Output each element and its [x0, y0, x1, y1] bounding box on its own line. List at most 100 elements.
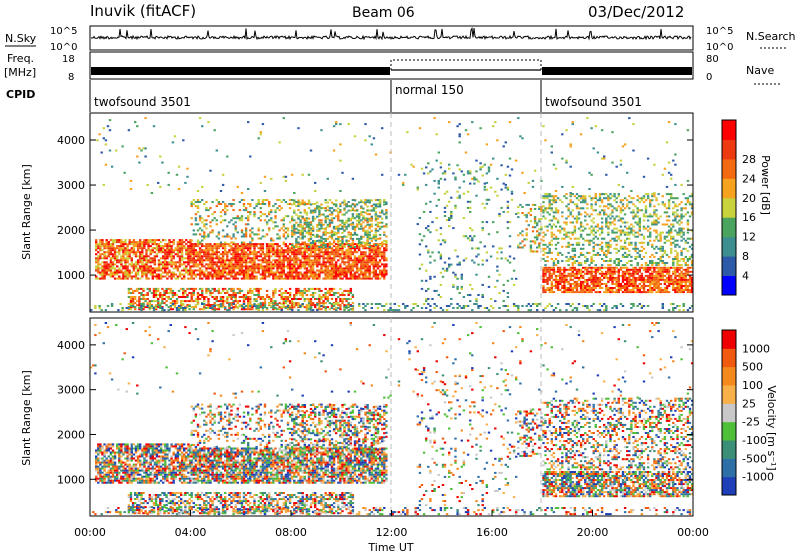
heatmap-cell: [462, 259, 466, 262]
heatmap-cell: [653, 285, 656, 287]
heatmap-cell: [97, 251, 100, 254]
heatmap-cell: [607, 291, 610, 294]
heatmap-cell: [590, 207, 593, 210]
heatmap-cell: [314, 241, 317, 244]
heatmap-cell: [339, 300, 342, 303]
heatmap-cell: [318, 302, 321, 305]
heatmap-cell: [351, 267, 355, 270]
heatmap-cell: [489, 186, 493, 189]
heatmap-cell: [171, 289, 175, 292]
heatmap-cell: [247, 271, 250, 274]
heatmap-cell: [286, 308, 290, 311]
heatmap-cell: [469, 235, 472, 238]
heatmap-cell: [370, 271, 373, 274]
heatmap-cell: [164, 257, 167, 260]
heatmap-cell: [170, 245, 173, 248]
heatmap-cell: [213, 273, 216, 276]
heatmap-cell: [690, 289, 694, 291]
heatmap-cell: [228, 259, 231, 262]
heatmap-cell: [353, 255, 357, 258]
heatmap-cell: [542, 215, 545, 218]
heatmap-cell: [358, 242, 361, 244]
heatmap-cell: [494, 300, 497, 303]
heatmap-cell: [586, 213, 589, 216]
heatmap-cell: [295, 237, 298, 240]
heatmap-cell: [364, 233, 367, 236]
heatmap-cell: [153, 241, 157, 244]
heatmap-cell: [345, 227, 348, 230]
heatmap-cell: [261, 271, 265, 274]
heatmap-cell: [162, 255, 165, 258]
heatmap-cell: [378, 244, 382, 246]
heatmap-cell: [242, 273, 246, 276]
heatmap-cell: [297, 259, 300, 262]
heatmap-cell: [234, 306, 237, 309]
heatmap-cell: [236, 255, 239, 258]
heatmap-cell: [383, 233, 386, 236]
heatmap-cell: [234, 225, 237, 228]
heatmap-cell: [299, 219, 302, 222]
heatmap-cell: [335, 261, 338, 264]
heatmap-cell: [101, 277, 104, 280]
heatmap-cell: [441, 172, 445, 175]
heatmap-cell: [372, 267, 376, 270]
heatmap-cell: [207, 271, 210, 274]
heatmap-cell: [383, 275, 386, 278]
heatmap-cell: [211, 277, 214, 280]
heatmap-cell: [268, 257, 271, 260]
heatmap-cell: [554, 195, 558, 198]
heatmap-cell: [236, 271, 239, 274]
heatmap-cell: [143, 267, 146, 270]
heatmap-cell: [97, 247, 100, 250]
heatmap-cell: [563, 221, 566, 224]
heatmap-cell: [301, 237, 304, 240]
heatmap-cell: [531, 240, 535, 243]
heatmap-cell: [550, 219, 553, 222]
heatmap-cell: [217, 306, 221, 309]
heatmap-cell: [270, 249, 273, 252]
heatmap-cell: [172, 271, 175, 274]
heatmap-cell: [544, 209, 547, 212]
heatmap-cell: [232, 255, 235, 258]
heatmap-cell: [339, 219, 342, 222]
heatmap-cell: [286, 235, 290, 238]
heatmap-cell: [309, 267, 313, 270]
heatmap-cell: [141, 267, 144, 270]
heatmap-cell: [183, 269, 186, 272]
heatmap-cell: [142, 308, 145, 311]
heatmap-cell: [240, 265, 244, 268]
heatmap-cell: [318, 287, 321, 290]
heatmap-cell: [328, 247, 332, 250]
heatmap-cell: [209, 231, 212, 234]
heatmap-cell: [261, 257, 265, 260]
heatmap-cell: [364, 277, 367, 280]
heatmap-cell: [370, 199, 373, 202]
heatmap-cell: [318, 239, 321, 242]
heatmap-cell: [186, 287, 189, 290]
heatmap-cell: [263, 261, 267, 264]
heatmap-cell: [378, 255, 382, 258]
heatmap-cell: [282, 223, 285, 226]
heatmap-cell: [297, 225, 300, 228]
heatmap-cell: [311, 247, 315, 250]
heatmap-cell: [351, 253, 355, 256]
heatmap-cell: [268, 275, 271, 278]
heatmap-cell: [149, 257, 152, 260]
heatmap-cell: [187, 247, 190, 250]
heatmap-cell: [205, 273, 208, 276]
heatmap-cell: [257, 247, 260, 250]
heatmap-cell: [337, 253, 340, 256]
heatmap-cell: [360, 243, 363, 246]
heatmap-cell: [201, 273, 204, 276]
heatmap-cell: [244, 229, 248, 232]
heatmap-cell: [565, 280, 568, 283]
heatmap-cell: [590, 272, 593, 275]
heatmap-cell: [134, 251, 138, 254]
heatmap-cell: [571, 201, 574, 204]
heatmap-cell: [366, 213, 369, 216]
heatmap-cell: [259, 287, 262, 290]
heatmap-cell: [335, 253, 338, 256]
heatmap-cell: [674, 268, 677, 271]
heatmap-cell: [335, 255, 338, 258]
heatmap-cell: [276, 207, 279, 210]
